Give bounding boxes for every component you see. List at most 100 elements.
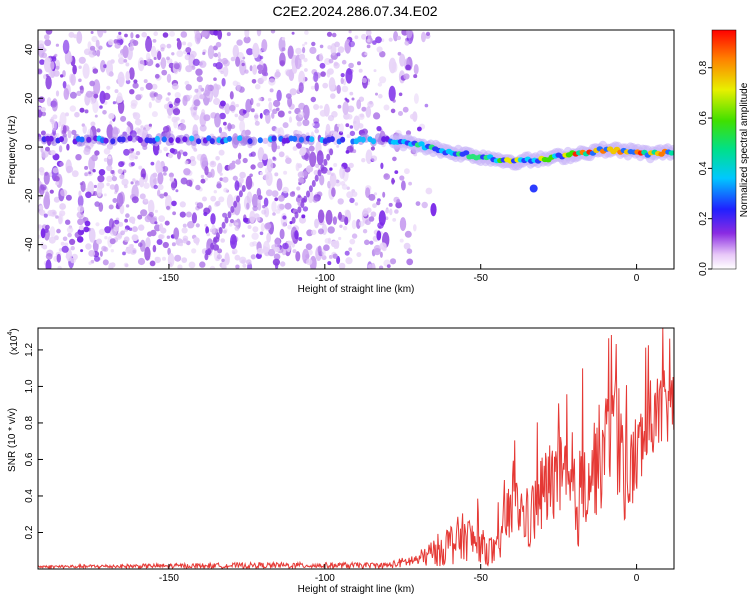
noise-blob <box>401 180 406 191</box>
noise-blob <box>167 247 171 256</box>
noise-blob <box>174 254 182 262</box>
noise-blob <box>180 119 186 124</box>
noise-blob <box>44 172 48 176</box>
noise-blob <box>200 178 206 184</box>
noise-blob <box>385 209 390 214</box>
noise-blob <box>265 189 273 197</box>
noise-blob <box>93 184 97 189</box>
noise-blob <box>126 126 131 135</box>
noise-blob <box>251 193 259 208</box>
noise-blob <box>239 120 246 133</box>
noise-blob <box>256 217 261 222</box>
noise-blob <box>376 126 382 132</box>
snr-frame <box>37 327 675 570</box>
noise-blob <box>338 262 346 269</box>
noise-streak <box>291 216 296 224</box>
noise-blob <box>259 231 264 236</box>
noise-blob <box>67 232 72 238</box>
noise-blob <box>272 212 276 216</box>
noise-blob <box>282 215 287 220</box>
noise-blob <box>361 77 367 83</box>
noise-blob <box>252 42 260 59</box>
noise-blob <box>103 193 107 197</box>
noise-blob <box>143 182 150 189</box>
noise-blob <box>96 128 101 133</box>
noise-blob <box>163 172 167 176</box>
spectrogram-frame <box>37 29 675 270</box>
noise-blob <box>198 85 203 89</box>
noise-blob <box>304 68 308 72</box>
noise-blob <box>232 175 238 181</box>
noise-blob <box>131 234 139 242</box>
noise-streak <box>329 148 334 156</box>
noise-blob <box>215 84 221 90</box>
noise-blob <box>84 109 89 114</box>
noise-blob <box>250 108 255 113</box>
noise-blob <box>415 201 421 207</box>
noise-blob <box>348 30 352 34</box>
noise-blob <box>386 264 391 268</box>
svg-text:(x104): (x104) <box>7 328 20 355</box>
noise-blob <box>216 254 222 260</box>
noise-blob <box>204 84 211 97</box>
noise-blob <box>96 49 101 57</box>
noise-blob <box>285 157 292 164</box>
noise-blob <box>92 99 99 114</box>
noise-blob <box>274 246 280 253</box>
noise-blob <box>43 194 51 210</box>
noise-blob <box>112 101 116 105</box>
noise-blob <box>103 157 108 162</box>
noise-blob <box>223 65 229 77</box>
noise-blob <box>360 113 364 118</box>
noise-blob <box>235 103 239 108</box>
noise-blob <box>327 237 332 245</box>
noise-blob <box>239 256 247 264</box>
noise-blob <box>235 222 239 226</box>
noise-blob <box>107 39 114 46</box>
noise-blob <box>361 106 367 112</box>
noise-blob <box>55 43 60 47</box>
noise-blob <box>261 153 269 161</box>
noise-blob <box>299 53 306 60</box>
noise-blob <box>250 164 256 170</box>
noise-blob <box>309 151 317 167</box>
noise-blob <box>85 243 92 250</box>
noise-blob <box>150 229 157 237</box>
noise-blob <box>154 256 159 261</box>
noise-blob <box>326 31 333 37</box>
noise-blob <box>271 140 278 153</box>
noise-blob <box>202 196 207 202</box>
noise-blob <box>161 69 168 76</box>
noise-blob <box>110 249 115 253</box>
noise-blob <box>138 224 145 231</box>
ridge-core <box>292 135 298 142</box>
noise-blob <box>38 205 44 210</box>
ridge-core <box>48 135 54 142</box>
noise-blob <box>373 248 381 256</box>
noise-blob <box>131 148 135 152</box>
noise-blob <box>114 89 119 94</box>
noise-blob <box>390 108 396 114</box>
noise-blob <box>339 123 344 133</box>
noise-blob <box>370 155 378 162</box>
noise-blob <box>276 107 280 112</box>
x-tick-label: -50 <box>473 273 488 284</box>
noise-blob <box>379 51 386 58</box>
noise-streak <box>308 185 313 193</box>
noise-blob <box>295 47 302 55</box>
noise-blob <box>271 112 275 119</box>
noise-blob <box>185 47 192 53</box>
noise-blob <box>298 70 306 87</box>
noise-blob <box>364 239 370 246</box>
noise-blob <box>362 212 368 217</box>
noise-blob <box>165 97 170 102</box>
noise-blob <box>219 100 226 107</box>
noise-blob <box>130 32 134 39</box>
noise-blob <box>74 231 82 239</box>
noise-blob <box>220 70 224 75</box>
noise-blob <box>230 234 237 250</box>
noise-blob <box>278 151 285 158</box>
noise-blob <box>217 51 221 59</box>
noise-blob <box>292 146 298 151</box>
ridge-core <box>309 136 315 143</box>
